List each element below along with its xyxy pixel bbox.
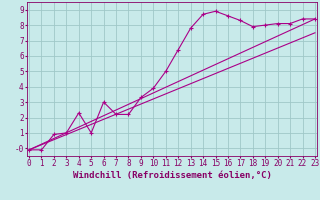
X-axis label: Windchill (Refroidissement éolien,°C): Windchill (Refroidissement éolien,°C) [73, 171, 271, 180]
